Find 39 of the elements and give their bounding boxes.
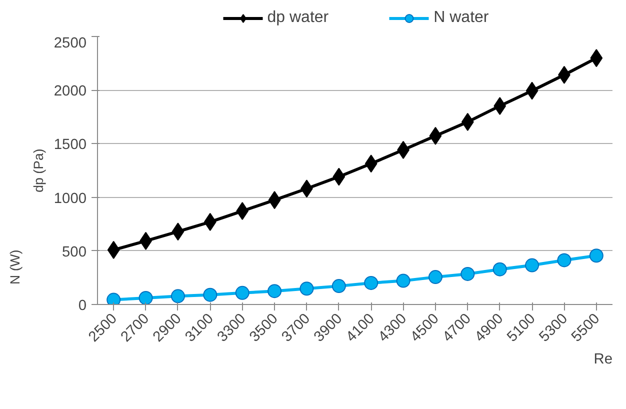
- point: [332, 168, 346, 186]
- point: [268, 284, 282, 298]
- point: [204, 212, 216, 231]
- legend-label: N water: [434, 9, 489, 27]
- point: [590, 49, 603, 68]
- point: [300, 282, 314, 296]
- point: [589, 248, 604, 263]
- y-tick-label: 0: [78, 298, 87, 314]
- x-axis-title: Re: [594, 352, 613, 368]
- point: [268, 191, 281, 210]
- y-tick-label: 2000: [54, 84, 87, 100]
- point: [428, 270, 442, 284]
- point: [107, 240, 120, 259]
- y-tick-label: 2500: [54, 36, 87, 52]
- point: [236, 202, 249, 220]
- y-tick-label: 1500: [54, 137, 87, 154]
- point: [492, 262, 507, 276]
- point: [364, 154, 378, 173]
- point: [203, 288, 218, 302]
- point: [525, 258, 540, 272]
- point: [557, 253, 572, 268]
- point: [172, 222, 184, 241]
- point: [106, 292, 121, 304]
- point: [332, 279, 346, 294]
- point: [460, 266, 475, 281]
- point: [526, 82, 538, 100]
- point: [364, 276, 378, 290]
- text: N (W): [8, 250, 22, 284]
- point: [138, 290, 153, 304]
- legend-label: dp water: [267, 9, 329, 27]
- point: [494, 96, 506, 115]
- point: [235, 286, 250, 300]
- y-tick-label: 1000: [54, 190, 87, 207]
- point: [429, 126, 442, 145]
- point: [170, 289, 185, 304]
- y-tick-label: 500: [62, 244, 87, 260]
- y-axis-title: dp (Pa): [30, 148, 46, 192]
- point: [396, 274, 410, 288]
- point: [461, 112, 474, 131]
